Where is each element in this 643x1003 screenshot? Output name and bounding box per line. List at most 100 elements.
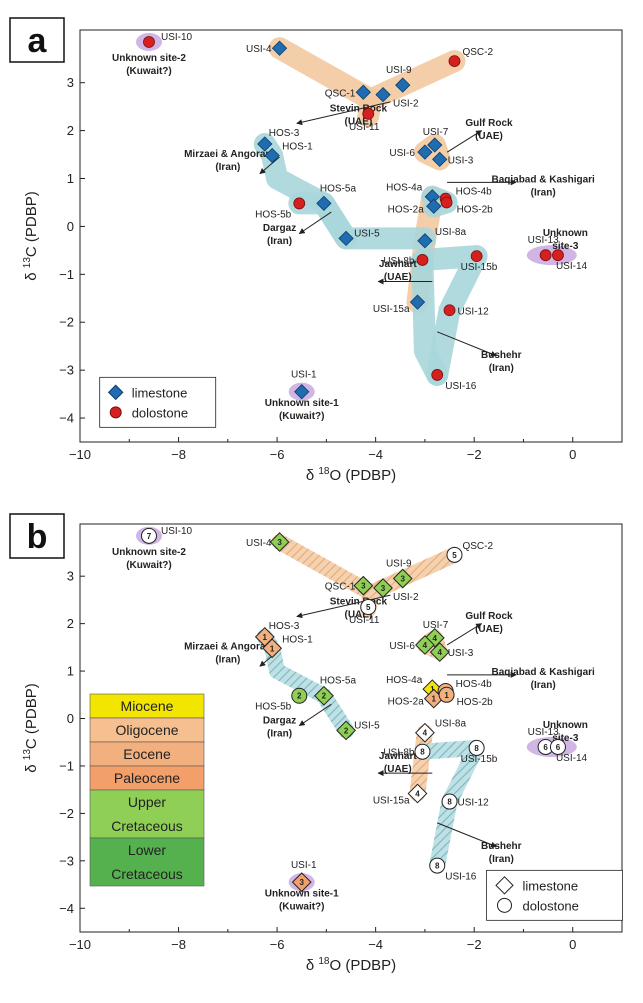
plot-frame: [79, 29, 623, 443]
panel-letter-box: [9, 513, 65, 559]
point-label: USI-1: [291, 370, 317, 381]
point-number: 6: [556, 743, 561, 752]
x-tick-label: −6: [270, 937, 285, 952]
site-label: site-3: [552, 733, 579, 744]
dolostone-point: [549, 738, 566, 755]
point-label: USI-10: [161, 32, 193, 43]
y-tick-label: 0: [67, 711, 74, 726]
dolostone-point: [429, 857, 446, 874]
point-number: 4: [433, 634, 438, 643]
limestone-point: [417, 144, 433, 160]
y-tick-label: 3: [67, 75, 74, 90]
dolostone-point: [140, 527, 157, 544]
site-label: Dargaz: [263, 715, 296, 726]
point-number: 8: [447, 798, 452, 807]
point-label: USI-15b: [461, 754, 498, 765]
point-number: 8: [474, 744, 479, 753]
site-label: (Iran): [215, 655, 240, 666]
point-label: USI-8b: [383, 256, 415, 267]
site-label: (Iran): [531, 680, 556, 691]
point-label: USI-3: [448, 155, 474, 166]
y-tick-label: −4: [59, 411, 74, 426]
site-label: Gulf Rock: [465, 611, 513, 622]
point-label: USI-14: [556, 261, 588, 272]
point-label: QSC-1: [325, 582, 356, 593]
age-legend-label: Miocene: [121, 698, 174, 714]
age-legend-label: Oligocene: [115, 722, 178, 738]
limestone-point: [427, 137, 443, 153]
limestone-point: [264, 147, 280, 164]
site-label: (Iran): [531, 187, 556, 198]
limestone-point: [269, 532, 290, 552]
y-tick-label: 3: [67, 569, 74, 584]
dolostone-point: [448, 55, 461, 68]
limestone-point: [291, 872, 312, 893]
point-label: HOS-4b: [456, 187, 493, 198]
point-number: 6: [543, 743, 548, 752]
point-label: QSC-2: [462, 47, 493, 58]
point-number: 2: [297, 692, 302, 701]
site-label: Unknown: [543, 228, 588, 239]
dolostone-point: [446, 546, 463, 563]
dolostone-point: [443, 304, 456, 317]
site-arrow: [446, 623, 483, 646]
point-label: USI-6: [389, 148, 415, 159]
y-tick-label: −4: [59, 901, 74, 916]
site-label: (UAE): [475, 624, 503, 635]
site-arrow: [296, 101, 391, 126]
point-label: HOS-2b: [457, 697, 494, 708]
point-label: USI-13: [528, 727, 560, 738]
point-number: 3: [361, 582, 366, 591]
y-tick-label: −1: [59, 758, 74, 773]
dolostone-point: [470, 250, 483, 263]
site-label: Unknown site-2: [112, 53, 186, 64]
site-label: Gulf Rock: [465, 118, 513, 129]
legend-limestone-label: limestone: [523, 878, 579, 893]
point-label: USI-15b: [461, 262, 498, 273]
site-label: (Iran): [489, 363, 514, 374]
point-number: 3: [300, 878, 305, 887]
x-tick-label: −2: [467, 937, 482, 952]
limestone-point: [424, 189, 440, 205]
dolostone-point: [414, 743, 431, 760]
age-legend-swatch: [89, 693, 205, 719]
panel-letter: b: [27, 518, 48, 556]
age-legend-swatch: [89, 765, 205, 791]
limestone-point: [426, 198, 442, 214]
y-axis-title: δ 13C (PDBP): [22, 191, 40, 281]
site-label: (UAE): [475, 131, 503, 142]
point-label: HOS-4a: [386, 183, 423, 194]
legend-limestone-marker: [107, 384, 124, 401]
dolostone-point: [143, 36, 155, 48]
point-number: 3: [381, 584, 386, 593]
limestone-point: [429, 642, 450, 662]
limestone-point: [417, 233, 433, 249]
band-dargaz: [288, 192, 436, 250]
site-label: Bushehr: [481, 841, 522, 852]
point-label: USI-5: [354, 720, 380, 731]
point-label: USI-8b: [383, 748, 415, 759]
site-label: site-3: [552, 241, 579, 252]
point-label: HOS-3: [269, 128, 300, 139]
age-legend-swatch: [89, 717, 205, 743]
site-arrow: [259, 156, 280, 175]
site-arrow: [296, 594, 391, 619]
limestone-point: [314, 685, 334, 706]
site-label: (Iran): [267, 728, 292, 739]
x-tick-label: 0: [569, 937, 576, 952]
point-label: USI-9: [386, 65, 412, 76]
point-label: USI-2: [393, 592, 419, 603]
x-tick-label: −10: [69, 447, 91, 462]
band-bushehr: [411, 245, 488, 386]
point-number: 4: [415, 789, 420, 798]
site-label: Unknown site-2: [112, 547, 186, 558]
legend-dolostone-label: dolostone: [132, 405, 188, 420]
site-label: Mirzaei & Angoran: [184, 642, 271, 653]
point-label: HOS-2a: [388, 204, 425, 215]
limestone-point: [415, 635, 435, 655]
site-label: (Kuwait?): [126, 560, 172, 571]
x-axis-title: δ 18O (PDBP): [306, 956, 396, 974]
legend-dolostone-marker: [109, 406, 122, 419]
site-label: Dargaz: [263, 223, 296, 234]
dolostone-point: [431, 369, 444, 381]
